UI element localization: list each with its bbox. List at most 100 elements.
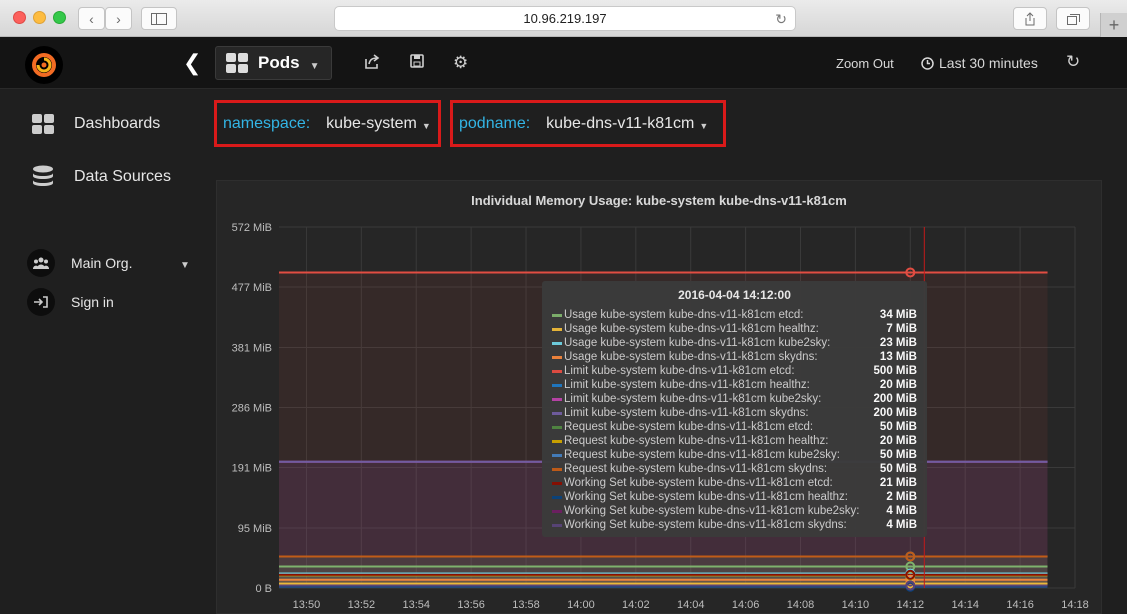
minimize-window-button[interactable] xyxy=(33,11,46,24)
series-swatch xyxy=(552,327,562,331)
series-swatch xyxy=(552,425,562,429)
series-name: Limit kube-system kube-dns-v11-k81cm etc… xyxy=(564,365,795,377)
series-value: 34 MiB xyxy=(879,309,917,321)
graph-tooltip: 2016-04-04 14:12:00 Usage kube-system ku… xyxy=(542,281,927,537)
hover-point xyxy=(905,551,916,562)
series-name: Working Set kube-system kube-dns-v11-k81… xyxy=(564,491,849,503)
series-value: 20 MiB xyxy=(879,435,917,447)
caret-down-icon[interactable]: ▼ xyxy=(180,260,190,271)
series-swatch xyxy=(552,439,562,443)
series-name: Request kube-system kube-dns-v11-k81cm s… xyxy=(564,463,828,475)
org-switcher[interactable]: Main Org. xyxy=(27,249,132,277)
y-tick-label: 286 MiB xyxy=(232,403,272,415)
series-swatch xyxy=(552,495,562,499)
namespace-label: namespace: xyxy=(223,114,311,132)
series-name: Limit kube-system kube-dns-v11-k81cm sky… xyxy=(564,407,809,419)
collapse-sidebar-button[interactable]: ❮ xyxy=(183,50,201,76)
dashboard-picker[interactable]: Pods ▼ xyxy=(215,46,332,80)
time-range-label: Last 30 minutes xyxy=(939,55,1038,71)
panel-title[interactable]: Individual Memory Usage: kube-system kub… xyxy=(471,193,847,208)
podname-value: kube-dns-v11-k81cm xyxy=(546,114,695,132)
sidebar-item-data-sources[interactable]: Data Sources xyxy=(32,165,171,189)
x-tick-label: 13:58 xyxy=(512,599,540,611)
series-swatch xyxy=(552,453,562,457)
hover-point xyxy=(905,580,916,591)
namespace-variable[interactable]: namespace: kube-system ▼ xyxy=(214,100,441,147)
x-tick-label: 14:06 xyxy=(732,599,760,611)
y-tick-label: 381 MiB xyxy=(232,343,272,355)
tabs-overview-button[interactable] xyxy=(1056,7,1090,30)
tooltip-row: Request kube-system kube-dns-v11-k81cm s… xyxy=(552,462,917,476)
caret-down-icon: ▼ xyxy=(309,60,320,72)
series-value: 2 MiB xyxy=(886,491,917,503)
x-tick-label: 14:18 xyxy=(1061,599,1089,611)
tooltip-row: Limit kube-system kube-dns-v11-k81cm sky… xyxy=(552,406,917,420)
x-tick-label: 14:02 xyxy=(622,599,650,611)
users-icon xyxy=(27,249,55,277)
sign-in-link[interactable]: Sign in xyxy=(27,288,114,316)
grafana-logo-icon xyxy=(32,53,56,77)
dashboards-grid-icon xyxy=(226,53,248,73)
reload-icon[interactable]: ↻ xyxy=(775,11,787,27)
grafana-logo[interactable] xyxy=(25,46,63,84)
refresh-button[interactable]: ↻ xyxy=(1066,52,1080,72)
url-text: 10.96.219.197 xyxy=(523,11,607,26)
zoom-window-button[interactable] xyxy=(53,11,66,24)
series-swatch xyxy=(552,369,562,373)
hover-point xyxy=(905,267,916,278)
series-name: Usage kube-system kube-dns-v11-k81cm sky… xyxy=(564,351,818,363)
clock-icon xyxy=(921,56,934,70)
series-value: 4 MiB xyxy=(886,519,917,531)
podname-variable[interactable]: podname: kube-dns-v11-k81cm ▼ xyxy=(450,100,726,147)
series-name: Working Set kube-system kube-dns-v11-k81… xyxy=(564,519,847,531)
sign-in-label: Sign in xyxy=(71,294,114,310)
series-value: 20 MiB xyxy=(879,379,917,391)
podname-label: podname: xyxy=(459,114,531,132)
series-value: 50 MiB xyxy=(879,449,917,461)
series-value: 50 MiB xyxy=(879,421,917,433)
y-tick-label: 191 MiB xyxy=(232,462,272,474)
share-button[interactable] xyxy=(1013,7,1047,30)
x-tick-label: 14:14 xyxy=(951,599,979,611)
chevron-left-icon: ❮ xyxy=(183,50,202,75)
x-tick-label: 14:16 xyxy=(1006,599,1034,611)
sidebar-item-label: Dashboards xyxy=(74,115,161,132)
tooltip-row: Working Set kube-system kube-dns-v11-k81… xyxy=(552,490,917,504)
series-swatch xyxy=(552,341,562,345)
x-tick-label: 13:52 xyxy=(348,599,376,611)
tooltip-row: Request kube-system kube-dns-v11-k81cm k… xyxy=(552,448,917,462)
sidebar-item-dashboards[interactable]: Dashboards xyxy=(32,114,160,134)
settings-button[interactable]: ⚙ xyxy=(453,53,468,73)
tooltip-row: Working Set kube-system kube-dns-v11-k81… xyxy=(552,518,917,532)
series-name: Working Set kube-system kube-dns-v11-k81… xyxy=(564,505,860,517)
refresh-icon: ↻ xyxy=(1066,52,1081,71)
address-bar[interactable]: 10.96.219.197 ↻ xyxy=(334,6,796,31)
series-swatch xyxy=(552,509,562,513)
save-dashboard-button[interactable] xyxy=(410,54,424,72)
series-name: Limit kube-system kube-dns-v11-k81cm kub… xyxy=(564,393,822,405)
forward-button[interactable]: › xyxy=(105,7,132,30)
series-name: Request kube-system kube-dns-v11-k81cm e… xyxy=(564,421,814,433)
x-tick-label: 13:56 xyxy=(457,599,485,611)
hover-point xyxy=(905,574,916,585)
back-button[interactable]: ‹ xyxy=(78,7,105,30)
series-value: 50 MiB xyxy=(879,463,917,475)
namespace-value: kube-system xyxy=(326,114,417,132)
series-swatch xyxy=(552,355,562,359)
share-icon xyxy=(1025,11,1035,25)
zoom-out-button[interactable]: Zoom Out xyxy=(836,56,894,71)
x-tick-label: 14:04 xyxy=(677,599,705,611)
plus-icon: + xyxy=(1108,14,1120,35)
series-value: 21 MiB xyxy=(879,477,917,489)
tooltip-row: Request kube-system kube-dns-v11-k81cm e… xyxy=(552,420,917,434)
hover-point xyxy=(905,569,916,580)
share-dashboard-button[interactable] xyxy=(364,54,380,73)
sidebar-toggle-button[interactable] xyxy=(141,7,177,30)
series-value: 200 MiB xyxy=(873,393,917,405)
close-window-button[interactable] xyxy=(13,11,26,24)
time-range-picker[interactable]: Last 30 minutes xyxy=(921,55,1038,71)
tooltip-row: Usage kube-system kube-dns-v11-k81cm sky… xyxy=(552,350,917,364)
new-tab-button[interactable]: + xyxy=(1100,13,1127,37)
series-name: Request kube-system kube-dns-v11-k81cm k… xyxy=(564,449,840,461)
x-tick-label: 14:12 xyxy=(897,599,925,611)
